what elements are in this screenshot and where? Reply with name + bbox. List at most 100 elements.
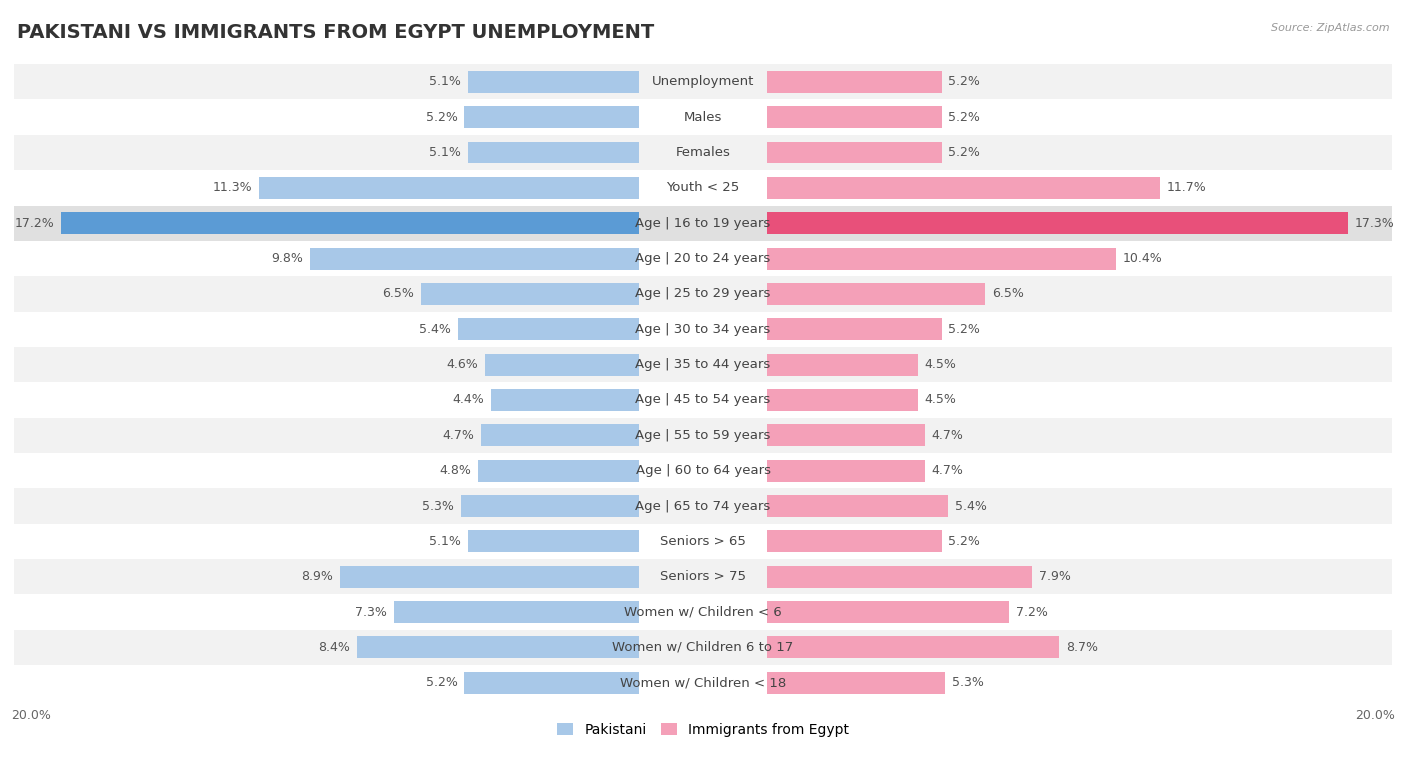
- Text: Males: Males: [683, 111, 723, 123]
- Bar: [491, 389, 640, 411]
- Bar: [14, 135, 1392, 170]
- Bar: [14, 453, 1392, 488]
- Text: 8.4%: 8.4%: [318, 641, 350, 654]
- Bar: [766, 177, 1160, 199]
- Bar: [766, 106, 942, 128]
- Text: 11.3%: 11.3%: [214, 182, 253, 195]
- Text: Females: Females: [675, 146, 731, 159]
- Bar: [394, 601, 640, 623]
- Bar: [766, 425, 925, 447]
- Text: 7.3%: 7.3%: [356, 606, 387, 618]
- Text: 17.2%: 17.2%: [14, 217, 55, 229]
- Text: 7.9%: 7.9%: [1039, 570, 1071, 583]
- Bar: [14, 347, 1392, 382]
- Text: Age | 60 to 64 years: Age | 60 to 64 years: [636, 464, 770, 477]
- Bar: [766, 672, 945, 693]
- Text: 5.1%: 5.1%: [429, 535, 461, 548]
- Bar: [14, 170, 1392, 205]
- Text: Age | 55 to 59 years: Age | 55 to 59 years: [636, 428, 770, 442]
- Bar: [766, 531, 942, 553]
- Text: 5.2%: 5.2%: [426, 111, 458, 123]
- Text: PAKISTANI VS IMMIGRANTS FROM EGYPT UNEMPLOYMENT: PAKISTANI VS IMMIGRANTS FROM EGYPT UNEMP…: [17, 23, 654, 42]
- Text: 7.2%: 7.2%: [1015, 606, 1047, 618]
- Bar: [485, 354, 640, 375]
- Text: Women w/ Children 6 to 17: Women w/ Children 6 to 17: [613, 641, 793, 654]
- Bar: [766, 459, 925, 481]
- Bar: [766, 71, 942, 93]
- Text: 5.2%: 5.2%: [948, 75, 980, 89]
- Bar: [14, 630, 1392, 665]
- Text: Age | 16 to 19 years: Age | 16 to 19 years: [636, 217, 770, 229]
- Bar: [14, 312, 1392, 347]
- Bar: [458, 318, 640, 340]
- Bar: [766, 601, 1010, 623]
- Bar: [14, 276, 1392, 312]
- Bar: [481, 425, 640, 447]
- Bar: [766, 318, 942, 340]
- Text: 8.9%: 8.9%: [301, 570, 333, 583]
- Text: Age | 30 to 34 years: Age | 30 to 34 years: [636, 322, 770, 336]
- Bar: [766, 389, 918, 411]
- Bar: [14, 594, 1392, 630]
- Bar: [60, 212, 640, 234]
- Text: 5.2%: 5.2%: [948, 322, 980, 336]
- Text: Seniors > 75: Seniors > 75: [659, 570, 747, 583]
- Bar: [14, 64, 1392, 99]
- Bar: [14, 241, 1392, 276]
- Text: 4.7%: 4.7%: [932, 428, 963, 442]
- Bar: [766, 283, 986, 305]
- Text: 5.4%: 5.4%: [955, 500, 987, 512]
- Text: 5.3%: 5.3%: [952, 676, 984, 690]
- Bar: [766, 637, 1059, 659]
- Bar: [766, 142, 942, 164]
- Text: 5.3%: 5.3%: [422, 500, 454, 512]
- Text: 4.7%: 4.7%: [443, 428, 474, 442]
- Bar: [478, 459, 640, 481]
- Text: Unemployment: Unemployment: [652, 75, 754, 89]
- Bar: [14, 559, 1392, 594]
- Text: Age | 65 to 74 years: Age | 65 to 74 years: [636, 500, 770, 512]
- Bar: [420, 283, 640, 305]
- Bar: [464, 672, 640, 693]
- Bar: [14, 99, 1392, 135]
- Text: 4.5%: 4.5%: [925, 394, 956, 407]
- Bar: [461, 495, 640, 517]
- Text: 5.4%: 5.4%: [419, 322, 451, 336]
- Text: 9.8%: 9.8%: [271, 252, 304, 265]
- Bar: [468, 531, 640, 553]
- Text: 5.2%: 5.2%: [948, 111, 980, 123]
- Text: 4.6%: 4.6%: [446, 358, 478, 371]
- Legend: Pakistani, Immigrants from Egypt: Pakistani, Immigrants from Egypt: [551, 717, 855, 742]
- Bar: [14, 488, 1392, 524]
- Bar: [766, 248, 1116, 269]
- Text: 5.2%: 5.2%: [948, 535, 980, 548]
- Text: 5.2%: 5.2%: [426, 676, 458, 690]
- Bar: [766, 354, 918, 375]
- Bar: [259, 177, 640, 199]
- Text: Women w/ Children < 6: Women w/ Children < 6: [624, 606, 782, 618]
- Text: 10.4%: 10.4%: [1123, 252, 1163, 265]
- Text: 5.1%: 5.1%: [429, 75, 461, 89]
- Bar: [464, 106, 640, 128]
- Bar: [309, 248, 640, 269]
- Bar: [14, 382, 1392, 418]
- Bar: [340, 565, 640, 587]
- Text: Age | 25 to 29 years: Age | 25 to 29 years: [636, 288, 770, 301]
- Text: 11.7%: 11.7%: [1167, 182, 1206, 195]
- Text: 4.4%: 4.4%: [453, 394, 485, 407]
- Text: Women w/ Children < 18: Women w/ Children < 18: [620, 676, 786, 690]
- Text: 17.3%: 17.3%: [1355, 217, 1395, 229]
- Text: Source: ZipAtlas.com: Source: ZipAtlas.com: [1271, 23, 1389, 33]
- Text: Youth < 25: Youth < 25: [666, 182, 740, 195]
- Text: Age | 45 to 54 years: Age | 45 to 54 years: [636, 394, 770, 407]
- Bar: [468, 142, 640, 164]
- Bar: [14, 418, 1392, 453]
- Bar: [14, 665, 1392, 700]
- Text: 6.5%: 6.5%: [382, 288, 413, 301]
- Text: 8.7%: 8.7%: [1066, 641, 1098, 654]
- Text: 4.7%: 4.7%: [932, 464, 963, 477]
- Text: 4.8%: 4.8%: [439, 464, 471, 477]
- Text: 6.5%: 6.5%: [993, 288, 1024, 301]
- Bar: [357, 637, 640, 659]
- Bar: [766, 212, 1348, 234]
